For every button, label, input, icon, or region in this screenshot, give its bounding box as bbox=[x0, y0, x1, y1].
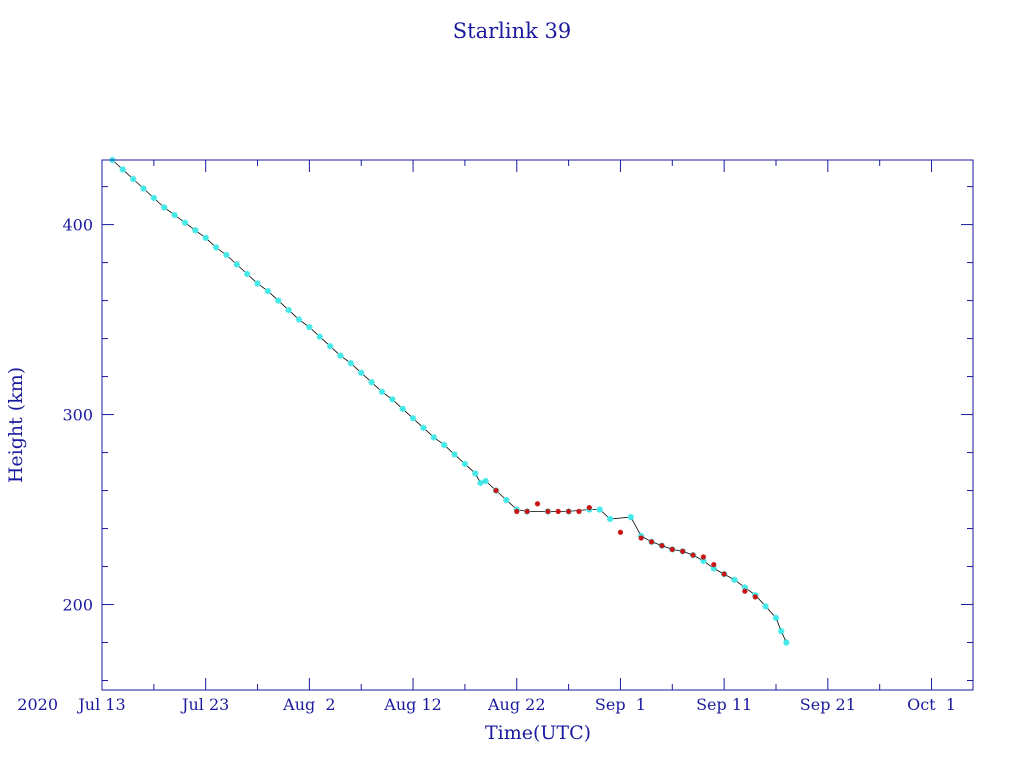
data-point-cyan bbox=[472, 470, 479, 477]
x-tick-label: Jul 13 bbox=[76, 695, 125, 714]
data-point-cyan bbox=[243, 270, 251, 278]
data-point-cyan bbox=[295, 316, 303, 323]
data-point-cyan bbox=[430, 434, 438, 441]
data-point-cyan bbox=[316, 333, 323, 340]
data-point-red bbox=[493, 487, 499, 494]
data-point-cyan bbox=[212, 244, 220, 251]
trajectory-line bbox=[112, 159, 787, 643]
data-point-cyan bbox=[161, 204, 168, 211]
data-point-red bbox=[534, 501, 541, 507]
data-point-cyan bbox=[347, 360, 355, 367]
x-tick-label: Aug 12 bbox=[383, 695, 442, 714]
data-point-cyan bbox=[606, 515, 614, 523]
data-point-red bbox=[555, 508, 561, 515]
x-axis-label: Time(UTC) bbox=[485, 722, 591, 744]
data-point-cyan bbox=[409, 415, 417, 422]
x-tick-label: Aug 22 bbox=[487, 695, 546, 714]
y-tick-label: 300 bbox=[62, 406, 93, 425]
data-point-cyan bbox=[731, 576, 738, 584]
data-point-cyan bbox=[129, 175, 137, 183]
data-point-cyan bbox=[202, 234, 209, 242]
data-point-cyan bbox=[440, 441, 448, 449]
data-point-cyan bbox=[461, 460, 469, 468]
data-point-red bbox=[514, 508, 520, 515]
data-point-red bbox=[659, 543, 665, 549]
data-point-red bbox=[700, 554, 707, 560]
data-point-cyan bbox=[777, 627, 785, 635]
data-point-red bbox=[711, 562, 717, 568]
x-tick-year-label: 2020 bbox=[17, 695, 58, 714]
data-point-cyan bbox=[762, 603, 769, 610]
data-point-cyan bbox=[306, 323, 313, 331]
data-point-cyan bbox=[285, 306, 292, 314]
data-point-cyan bbox=[358, 369, 365, 376]
data-point-cyan bbox=[233, 261, 240, 268]
x-tick-label: Aug 2 bbox=[282, 695, 335, 714]
data-point-cyan bbox=[451, 451, 458, 458]
data-point-red bbox=[576, 508, 582, 515]
y-tick-label: 200 bbox=[62, 596, 93, 615]
plot-frame bbox=[101, 159, 974, 691]
data-point-cyan bbox=[150, 194, 158, 202]
data-point-cyan bbox=[399, 405, 406, 413]
data-point-cyan bbox=[223, 251, 230, 259]
data-point-red bbox=[752, 594, 758, 600]
data-point-red bbox=[721, 571, 727, 577]
chart-title: Starlink 39 bbox=[453, 19, 571, 43]
data-point-cyan bbox=[326, 342, 334, 350]
y-tick-label: 400 bbox=[62, 216, 93, 235]
data-point-cyan bbox=[275, 297, 282, 304]
data-point-cyan bbox=[503, 496, 510, 504]
y-axis-label: Height (km) bbox=[5, 367, 27, 483]
data-point-cyan bbox=[181, 219, 189, 226]
data-point-cyan bbox=[389, 396, 396, 403]
data-point-cyan bbox=[783, 639, 790, 646]
plot-area: Jul 13 2020 Jul 23 Aug 2 Aug 12 Aug 22 Sep 1 Se… bbox=[17, 156, 973, 714]
data-point-cyan bbox=[171, 211, 178, 219]
x-tick-label: Sep 1 bbox=[595, 695, 646, 714]
data-point-red bbox=[648, 539, 655, 545]
x-tick-label: Oct 1 bbox=[907, 695, 956, 714]
data-point-cyan bbox=[596, 506, 603, 513]
data-point-red bbox=[742, 588, 748, 594]
data-point-red bbox=[638, 535, 644, 541]
data-point-red bbox=[524, 508, 530, 515]
data-point-red bbox=[617, 529, 624, 535]
data-point-cyan bbox=[119, 166, 126, 173]
data-point-cyan bbox=[192, 227, 199, 234]
data-point-red bbox=[690, 552, 696, 558]
data-point-cyan bbox=[477, 479, 484, 487]
data-point-cyan bbox=[378, 388, 386, 395]
data-point-cyan bbox=[627, 513, 635, 521]
data-point-red bbox=[680, 548, 686, 554]
x-tick-label: Jul 23 bbox=[180, 695, 229, 714]
data-point-cyan bbox=[264, 287, 272, 295]
data-point-red bbox=[669, 546, 675, 553]
data-point-cyan bbox=[482, 477, 489, 485]
data-point-cyan bbox=[772, 614, 780, 622]
data-point-cyan bbox=[420, 424, 427, 432]
data-point-cyan bbox=[337, 352, 344, 359]
x-tick-label: Sep 21 bbox=[800, 695, 856, 714]
x-tick-label: Sep 11 bbox=[696, 695, 752, 714]
data-point-cyan bbox=[368, 379, 375, 386]
data-point-red bbox=[545, 508, 551, 515]
data-point-red bbox=[586, 505, 592, 511]
data-point-red bbox=[566, 508, 572, 515]
data-point-cyan bbox=[254, 280, 261, 287]
data-point-cyan bbox=[140, 185, 147, 192]
